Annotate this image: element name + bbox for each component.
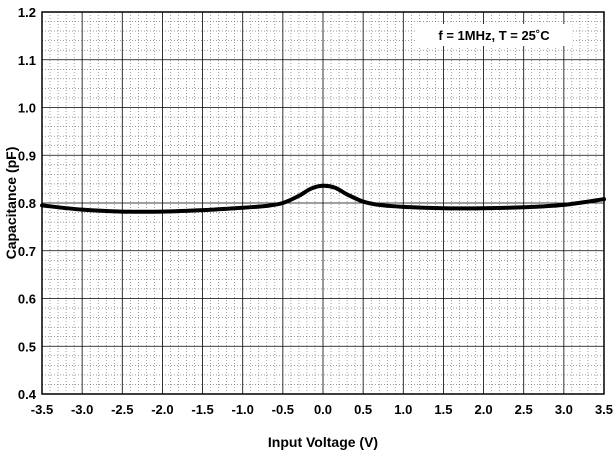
x-tick-label: 3.0: [555, 402, 573, 417]
x-tick-label: 1.5: [434, 402, 452, 417]
plot-frame: [41, 11, 605, 395]
annotation-text: f = 1MHz, T = 25˚C: [438, 28, 550, 43]
minor-grid: [42, 12, 604, 394]
x-tick-labels: -3.5 -3.0 -2.5 -2.0 -1.5 -1.0 -0.5 0.0 0.5 1.0 1.5…: [31, 402, 613, 417]
x-tick-label: 0.0: [314, 402, 332, 417]
x-tick-label: 2.0: [475, 402, 493, 417]
x-tick-label: -1.5: [191, 402, 213, 417]
x-tick-label: -0.5: [272, 402, 294, 417]
series-line-capacitance: [40, 183, 606, 214]
y-axis-title: Capacitance (pF): [3, 147, 19, 260]
annotation-background: [416, 24, 572, 46]
x-tick-label: -3.5: [31, 402, 53, 417]
y-tick-labels: 0.4 0.5 0.6 0.7 0.8 0.9 1.0 1.1 1.2: [18, 5, 37, 402]
y-tick-label: 0.8: [18, 196, 36, 211]
x-tick-label: -2.0: [151, 402, 173, 417]
y-tick-label: 1.1: [18, 53, 36, 68]
x-tick-label: 2.5: [515, 402, 533, 417]
y-tick-label: 0.7: [18, 244, 36, 259]
y-tick-label: 1.0: [18, 101, 36, 116]
x-tick-label: 1.0: [394, 402, 412, 417]
x-tick-label: -1.0: [232, 402, 254, 417]
y-tick-label: 0.9: [18, 148, 36, 163]
x-tick-label: 3.5: [595, 402, 613, 417]
y-tick-label: 0.4: [18, 387, 37, 402]
y-tick-label: 1.2: [18, 5, 36, 20]
x-tick-label: -3.0: [71, 402, 93, 417]
x-tick-label: 0.5: [354, 402, 372, 417]
y-tick-label: 0.5: [18, 339, 36, 354]
x-tick-label: -2.5: [111, 402, 133, 417]
y-tick-label: 0.6: [18, 292, 36, 307]
x-axis-title: Input Voltage (V): [268, 434, 378, 450]
